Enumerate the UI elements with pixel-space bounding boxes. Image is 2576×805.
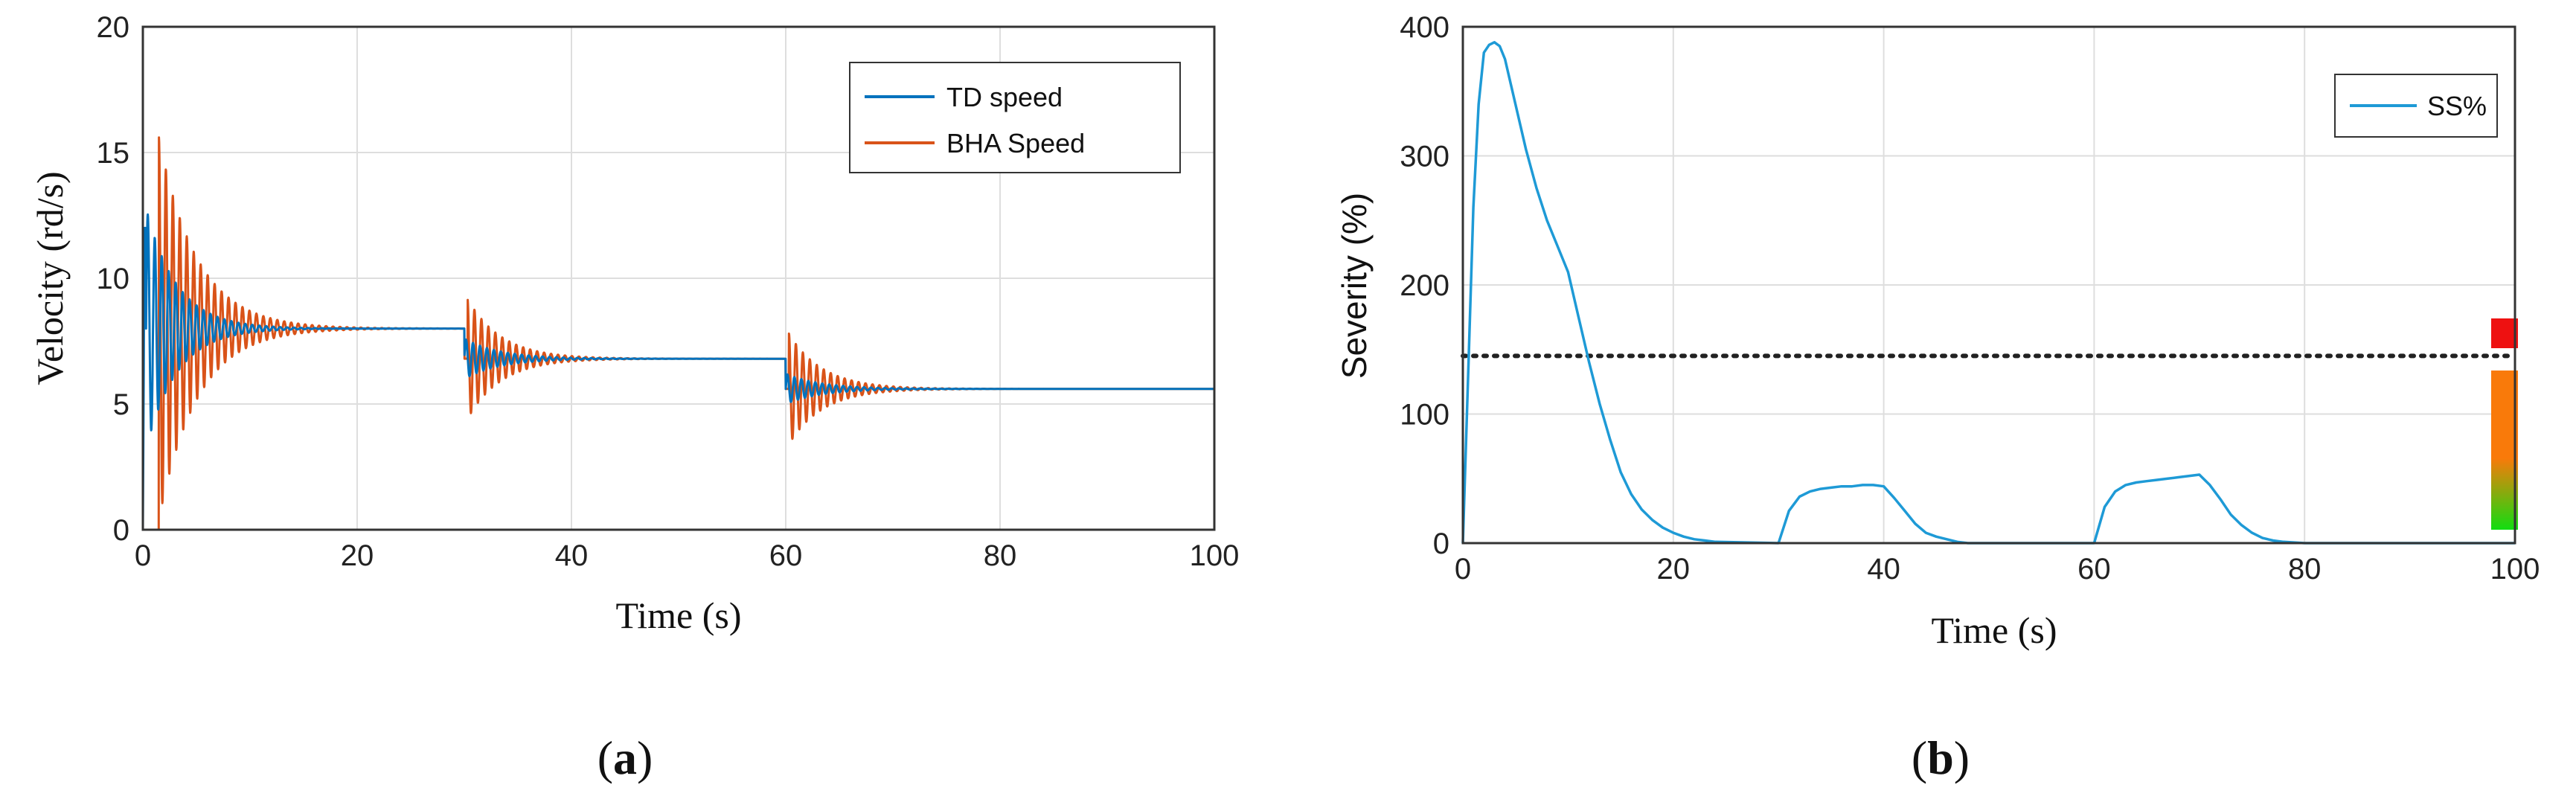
x-tick-label-b: 20 <box>1657 553 1691 586</box>
x-tick-label-b: 80 <box>2288 553 2322 586</box>
x-tick-label-a: 0 <box>135 539 151 572</box>
panel-label-a: (a) <box>597 731 653 784</box>
panel-label-a-letter: a <box>613 731 637 784</box>
x-tick-label-a: 20 <box>341 539 374 572</box>
axes-frame-b <box>1461 25 2516 545</box>
y-tick-label-a: 5 <box>113 388 129 421</box>
x-tick-label-b: 0 <box>1455 553 1471 586</box>
legend-label-bha-speed: BHA Speed <box>946 128 1085 158</box>
x-tick-label-a: 80 <box>984 539 1017 572</box>
y-tick-label-a: 0 <box>113 514 129 547</box>
chart-panel-b: 0 20 40 60 80 100 0 100 200 300 400 Severity (%) T… <box>1335 11 2540 784</box>
x-tick-label-a: 100 <box>1190 539 1240 572</box>
y-axis-label-a: Velocity (rd/s) <box>29 171 71 385</box>
panel-label-b: (b) <box>1912 731 1970 784</box>
series-line-ss-percent <box>1461 41 2515 545</box>
x-tick-label-a: 60 <box>769 539 803 572</box>
y-tick-label-b: 200 <box>1400 269 1449 302</box>
y-tick-label-b: 400 <box>1400 11 1449 44</box>
axes-frame-a <box>141 25 1216 531</box>
series-line-td-speed <box>141 213 1216 530</box>
legend-box-a <box>849 62 1181 173</box>
severity-indicator-gradient <box>2491 371 2518 530</box>
legend-b: SS% <box>2334 74 2498 138</box>
ticks-a: 0 20 40 60 80 100 0 5 10 15 20 <box>97 11 1240 572</box>
ticks-b: 0 20 40 60 80 100 0 100 200 300 400 <box>1400 11 2540 586</box>
chart-panel-a: 0 20 40 60 80 100 0 5 10 15 20 Velocity (rd/s) Tim… <box>29 11 1239 784</box>
x-tick-label-a: 40 <box>555 539 589 572</box>
legend-a: TD speed BHA Speed <box>849 62 1181 173</box>
legend-label-ss-percent: SS% <box>2427 91 2487 121</box>
y-tick-label-a: 20 <box>97 11 130 44</box>
y-tick-label-b: 100 <box>1400 399 1449 432</box>
y-tick-label-b: 300 <box>1400 141 1449 173</box>
y-axis-label-b: Severity (%) <box>1335 193 1374 379</box>
severity-indicator-high <box>2491 318 2518 348</box>
legend-label-td-speed: TD speed <box>946 82 1063 112</box>
y-tick-label-b: 0 <box>1433 527 1449 560</box>
x-axis-label-b: Time (s) <box>1931 609 2057 651</box>
y-tick-label-a: 10 <box>97 263 130 295</box>
x-tick-label-b: 40 <box>1867 553 1900 586</box>
x-tick-label-b: 60 <box>2077 553 2111 586</box>
x-axis-label-a: Time (s) <box>615 594 741 636</box>
y-tick-label-a: 15 <box>97 137 130 170</box>
x-tick-label-b: 100 <box>2490 553 2540 586</box>
panel-label-b-letter: b <box>1927 731 1954 784</box>
series-lines-a <box>141 136 1216 531</box>
grid-b <box>1463 27 2515 543</box>
